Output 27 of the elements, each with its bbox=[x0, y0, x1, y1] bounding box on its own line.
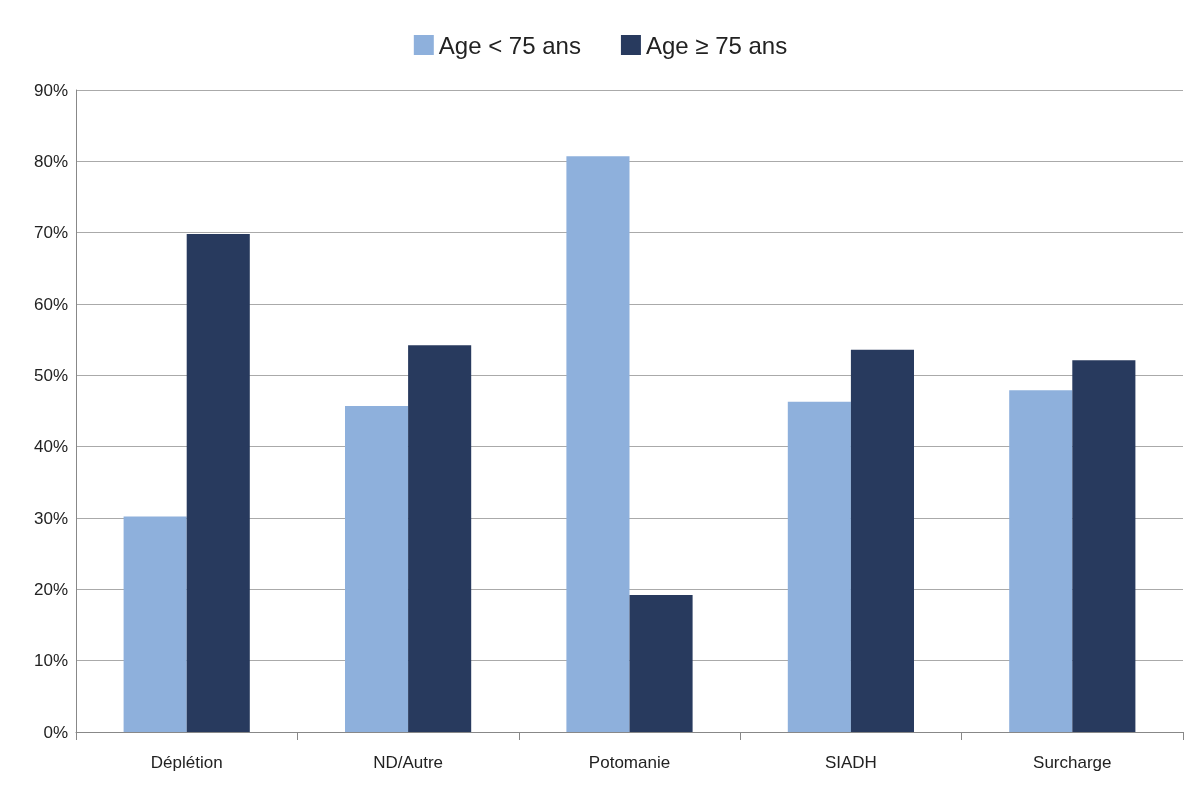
y-tick-label: 40% bbox=[33, 437, 68, 457]
y-tick-label: 0% bbox=[43, 722, 68, 742]
x-tick-label: SIADH bbox=[824, 753, 877, 772]
y-tick-label: 90% bbox=[33, 80, 68, 100]
bar bbox=[566, 156, 630, 732]
bar bbox=[787, 401, 851, 732]
y-tick-label: 60% bbox=[33, 294, 68, 314]
bar bbox=[408, 345, 472, 732]
bar bbox=[186, 234, 250, 732]
x-tick-label: Potomanie bbox=[588, 753, 671, 772]
bar bbox=[1009, 390, 1073, 732]
x-tick-label: Surcharge bbox=[1033, 753, 1112, 772]
y-tick-label: 70% bbox=[33, 223, 68, 243]
bar bbox=[629, 595, 693, 732]
y-tick-label: 10% bbox=[33, 651, 68, 671]
bar bbox=[123, 516, 187, 732]
y-tick-label: 80% bbox=[33, 151, 68, 171]
y-tick-label: 30% bbox=[33, 508, 68, 528]
bar bbox=[345, 406, 409, 732]
legend-label: Age < 75 ans bbox=[438, 31, 581, 59]
y-tick-label: 20% bbox=[33, 579, 68, 599]
x-tick-label: ND/Autre bbox=[373, 753, 444, 772]
y-tick-label: 50% bbox=[33, 365, 68, 385]
bar bbox=[850, 349, 914, 732]
bar bbox=[1072, 360, 1136, 732]
x-tick-label: Déplétion bbox=[150, 753, 223, 772]
legend-label: Age ≥ 75 ans bbox=[645, 31, 788, 59]
